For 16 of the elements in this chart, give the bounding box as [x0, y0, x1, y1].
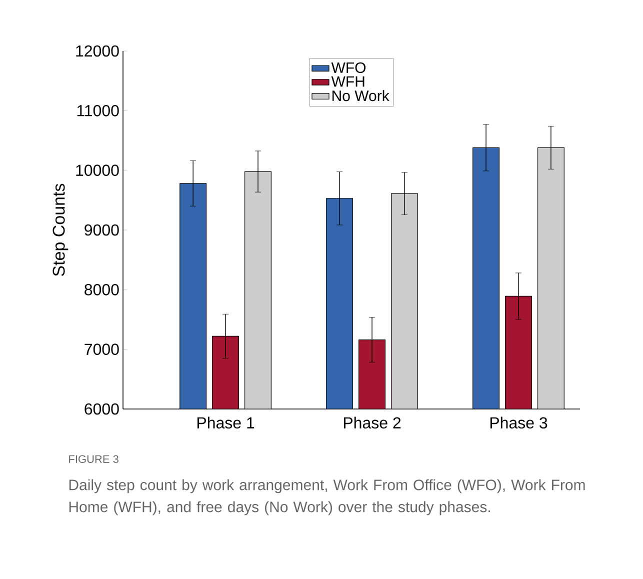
legend-label: WFO: [331, 62, 366, 73]
y-tick-label: 8000: [84, 284, 119, 296]
x-tick-label: Phase 3: [490, 416, 548, 429]
y-tick-label: 10000: [76, 164, 119, 176]
y-tick-label: 12000: [76, 45, 119, 57]
x-tick-label: Phase 2: [344, 416, 401, 429]
y-axis-title: Step Counts: [52, 184, 68, 276]
y-tick-label: 7000: [84, 344, 119, 355]
legend-label: WFH: [331, 76, 364, 87]
y-tick-label: 9000: [84, 224, 119, 236]
legend-label: No Work: [332, 90, 390, 102]
caption: FIGURE 3: [69, 455, 118, 463]
y-tick-label: 6000: [84, 403, 119, 415]
y-tick-label: 11000: [77, 105, 119, 116]
x-tick-label: Phase 1: [197, 416, 254, 429]
text: Daily step count by work arrangement, Work From Office (WFO), Work From Home (WFH), and free days (No Work) over the study phases.: [69, 479, 585, 516]
